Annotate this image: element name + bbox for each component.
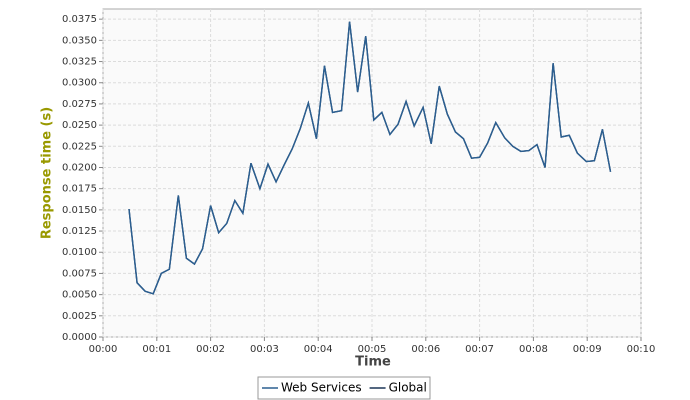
x-tick-label: 00:10 (627, 344, 656, 355)
y-tick-label: 0.0200 (62, 162, 97, 173)
y-tick-label: 0.0150 (62, 205, 97, 216)
legend-label: Global (389, 381, 427, 395)
x-tick-label: 00:03 (250, 344, 279, 355)
x-tick-label: 00:01 (142, 344, 171, 355)
y-tick-label: 0.0000 (62, 332, 97, 343)
plot-area (102, 8, 642, 338)
y-tick-label: 0.0300 (62, 78, 97, 89)
y-tick-label: 0.0375 (62, 14, 97, 25)
x-tick-label: 00:04 (304, 344, 333, 355)
y-tick-label: 0.0125 (62, 226, 97, 237)
y-tick-label: 0.0225 (62, 141, 97, 152)
y-tick-label: 0.0100 (62, 247, 97, 258)
x-tick-label: 00:06 (411, 344, 440, 355)
x-tick-label: 00:07 (465, 344, 494, 355)
y-tick-label: 0.0250 (62, 120, 97, 131)
x-tick-label: 00:02 (196, 344, 225, 355)
legend-box (257, 376, 431, 400)
y-tick-label: 0.0350 (62, 35, 97, 46)
y-tick-label: 0.0050 (62, 290, 97, 301)
legend-label: Web Services (281, 381, 362, 395)
y-axis-title: Response time (s) (40, 107, 55, 239)
x-tick-label: 00:09 (573, 344, 602, 355)
x-tick-label: 00:08 (519, 344, 548, 355)
x-tick-label: 00:00 (89, 344, 118, 355)
y-tick-label: 0.0175 (62, 184, 97, 195)
y-tick-label: 0.0325 (62, 57, 97, 68)
series-line (128, 21, 612, 295)
y-tick-label: 0.0025 (62, 311, 97, 322)
y-tick-label: 0.0075 (62, 268, 97, 279)
x-axis-title: Time (355, 355, 391, 370)
x-tick-label: 00:05 (358, 344, 387, 355)
y-tick-label: 0.0275 (62, 99, 97, 110)
